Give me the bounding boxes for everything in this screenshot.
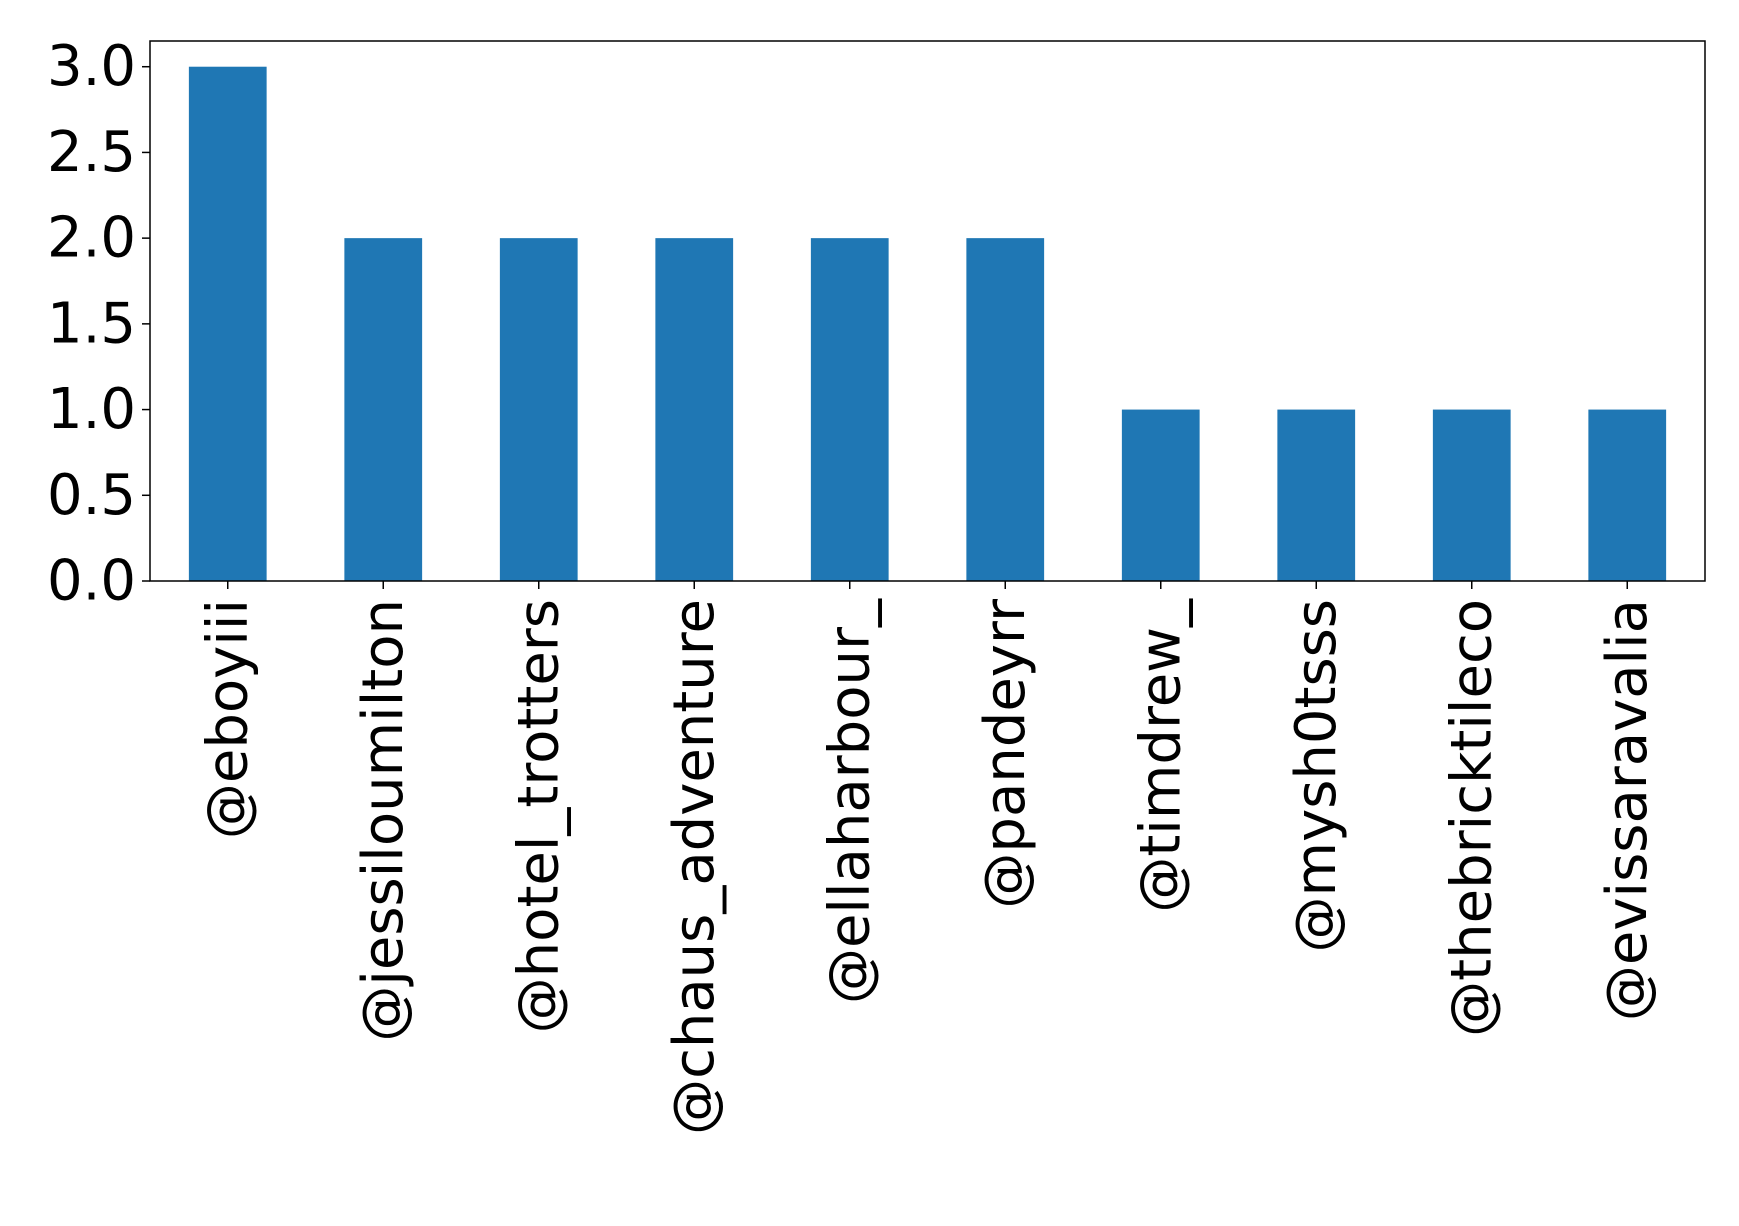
x-tick-label: @hotel_trotters xyxy=(506,599,571,1033)
bar-chaus-adventure xyxy=(655,238,734,581)
bar-ellaharbour xyxy=(810,238,889,581)
x-tick-label: @mysh0tsss xyxy=(1284,599,1349,952)
x-tick-label: @thebricktileco xyxy=(1439,599,1504,1037)
y-axis-ticks: 0.0 0.5 1.0 1.5 2.0 2.5 3.0 xyxy=(47,34,150,614)
y-tick-label: 2.0 xyxy=(47,206,136,271)
bar-pandeyrr xyxy=(966,238,1045,581)
bar-mysh0tsss xyxy=(1277,409,1356,581)
x-tick-label: @timdrew_ xyxy=(1128,598,1193,913)
plot-frame xyxy=(149,40,1706,582)
x-tick-label: @ellaharbour_ xyxy=(817,598,882,1004)
y-tick-label: 3.0 xyxy=(47,34,136,99)
y-tick-label: 2.5 xyxy=(47,120,136,185)
bars-group xyxy=(188,66,1667,581)
x-tick-label: @pandeyrr xyxy=(973,598,1038,909)
x-tick-label: @eboyiii xyxy=(195,599,260,839)
y-tick-label: 0.0 xyxy=(47,549,136,614)
y-tick-label: 1.5 xyxy=(47,291,136,356)
bar-thebricktileco xyxy=(1432,409,1511,581)
y-tick-label: 0.5 xyxy=(47,463,136,528)
bar-jessiloumilton xyxy=(344,238,423,581)
bar-timdrew xyxy=(1121,409,1200,581)
x-tick-label: @jessiloumilton xyxy=(351,599,416,1042)
x-tick-label: @evissaravalia xyxy=(1595,599,1660,1021)
y-tick-label: 1.0 xyxy=(47,377,136,442)
bar-evissaravalia xyxy=(1588,409,1667,581)
x-axis-ticks: @eboyiii @jessiloumilton @hotel_trotters @c… xyxy=(195,581,1660,1135)
bar-eboyiii xyxy=(188,66,267,581)
x-tick-label: @chaus_adventure xyxy=(662,599,727,1135)
bar-hotel-trotters xyxy=(499,238,578,581)
